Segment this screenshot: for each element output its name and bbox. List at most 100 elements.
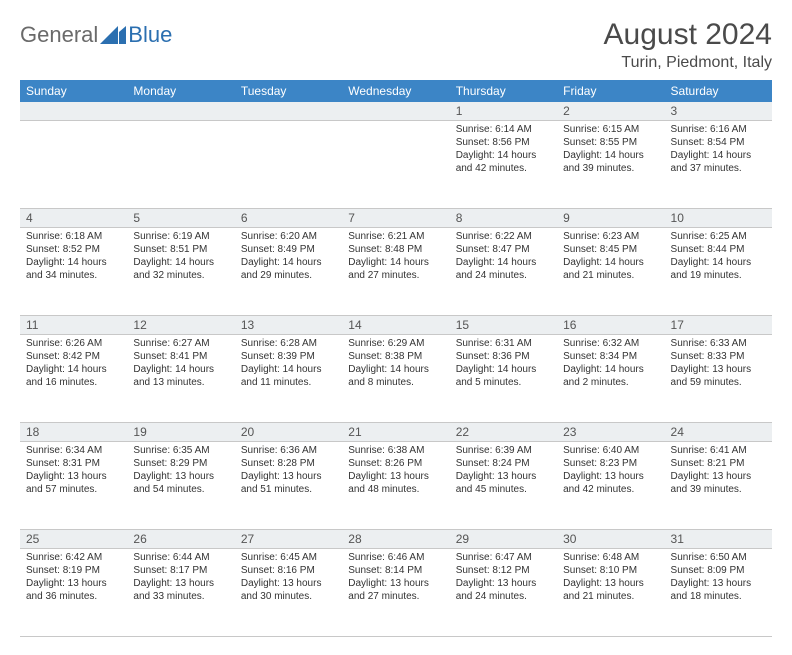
day-cell: Sunrise: 6:25 AMSunset: 8:44 PMDaylight:…: [665, 228, 772, 316]
day-number: 20: [235, 423, 342, 441]
location: Turin, Piedmont, Italy: [604, 54, 772, 72]
sunrise-text: Sunrise: 6:15 AM: [563, 123, 658, 136]
daylight-text: Daylight: 13 hours and 18 minutes.: [671, 577, 766, 603]
daylight-text: Daylight: 14 hours and 13 minutes.: [133, 363, 228, 389]
day-number: 15: [450, 316, 557, 334]
sunset-text: Sunset: 8:34 PM: [563, 350, 658, 363]
daynum-cell: 15: [450, 316, 557, 335]
day-number: 24: [665, 423, 772, 441]
day-cell: Sunrise: 6:18 AMSunset: 8:52 PMDaylight:…: [20, 228, 127, 316]
day-number: 5: [127, 209, 234, 227]
header: General Blue August 2024 Turin, Piedmont…: [20, 18, 772, 72]
day-cell: Sunrise: 6:34 AMSunset: 8:31 PMDaylight:…: [20, 442, 127, 530]
daynum-cell: 27: [235, 530, 342, 549]
daynum-cell: 28: [342, 530, 449, 549]
day-number: 19: [127, 423, 234, 441]
sunrise-text: Sunrise: 6:16 AM: [671, 123, 766, 136]
sunrise-text: Sunrise: 6:38 AM: [348, 444, 443, 457]
day-cell: Sunrise: 6:26 AMSunset: 8:42 PMDaylight:…: [20, 335, 127, 423]
sunset-text: Sunset: 8:21 PM: [671, 457, 766, 470]
daylight-text: Daylight: 13 hours and 39 minutes.: [671, 470, 766, 496]
day-info: Sunrise: 6:26 AMSunset: 8:42 PMDaylight:…: [20, 335, 127, 393]
daylight-text: Daylight: 13 hours and 33 minutes.: [133, 577, 228, 603]
day-info: Sunrise: 6:46 AMSunset: 8:14 PMDaylight:…: [342, 549, 449, 607]
daylight-text: Daylight: 14 hours and 5 minutes.: [456, 363, 551, 389]
daylight-text: Daylight: 14 hours and 27 minutes.: [348, 256, 443, 282]
sunset-text: Sunset: 8:56 PM: [456, 136, 551, 149]
sunset-text: Sunset: 8:10 PM: [563, 564, 658, 577]
sunrise-text: Sunrise: 6:44 AM: [133, 551, 228, 564]
daylight-text: Daylight: 13 hours and 27 minutes.: [348, 577, 443, 603]
day-number: [127, 102, 234, 120]
sunset-text: Sunset: 8:52 PM: [26, 243, 121, 256]
day-info: Sunrise: 6:34 AMSunset: 8:31 PMDaylight:…: [20, 442, 127, 500]
day-info: Sunrise: 6:28 AMSunset: 8:39 PMDaylight:…: [235, 335, 342, 393]
daylight-text: Daylight: 14 hours and 24 minutes.: [456, 256, 551, 282]
day-cell: Sunrise: 6:19 AMSunset: 8:51 PMDaylight:…: [127, 228, 234, 316]
week-row: Sunrise: 6:14 AMSunset: 8:56 PM Daylight:…: [20, 121, 772, 209]
sunrise-text: Sunrise: 6:14 AM: [456, 123, 551, 136]
weekday-header-row: Sunday Monday Tuesday Wednesday Thursday…: [20, 80, 772, 102]
sunrise-text: Sunrise: 6:19 AM: [133, 230, 228, 243]
day-number: [342, 102, 449, 120]
sunset-text: Sunset: 8:24 PM: [456, 457, 551, 470]
daynum-cell: 8: [450, 209, 557, 228]
weekday-header: Tuesday: [235, 80, 342, 102]
day-number: 11: [20, 316, 127, 334]
sunset-text: Sunset: 8:48 PM: [348, 243, 443, 256]
day-info: Sunrise: 6:48 AMSunset: 8:10 PMDaylight:…: [557, 549, 664, 607]
day-info: Sunrise: 6:35 AMSunset: 8:29 PMDaylight:…: [127, 442, 234, 500]
day-number: 7: [342, 209, 449, 227]
week-row: Sunrise: 6:34 AMSunset: 8:31 PMDaylight:…: [20, 442, 772, 530]
daynum-cell: 31: [665, 530, 772, 549]
daynum-cell: 22: [450, 423, 557, 442]
day-number: [235, 102, 342, 120]
day-cell: Sunrise: 6:35 AMSunset: 8:29 PMDaylight:…: [127, 442, 234, 530]
sunset-text: Sunset: 8:49 PM: [241, 243, 336, 256]
day-number: 21: [342, 423, 449, 441]
sunrise-text: Sunrise: 6:31 AM: [456, 337, 551, 350]
daynum-cell: 13: [235, 316, 342, 335]
sunrise-text: Sunrise: 6:46 AM: [348, 551, 443, 564]
day-number: 9: [557, 209, 664, 227]
day-info: Sunrise: 6:40 AMSunset: 8:23 PMDaylight:…: [557, 442, 664, 500]
day-cell: [20, 121, 127, 209]
day-number: 23: [557, 423, 664, 441]
day-number: 3: [665, 102, 772, 120]
day-number: 22: [450, 423, 557, 441]
sunset-text: Sunset: 8:12 PM: [456, 564, 551, 577]
daynum-cell: 23: [557, 423, 664, 442]
sunset-text: Sunset: 8:44 PM: [671, 243, 766, 256]
sunrise-text: Sunrise: 6:45 AM: [241, 551, 336, 564]
month-title: August 2024: [604, 18, 772, 52]
day-cell: Sunrise: 6:32 AMSunset: 8:34 PMDaylight:…: [557, 335, 664, 423]
day-cell: Sunrise: 6:15 AMSunset: 8:55 PMDaylight:…: [557, 121, 664, 209]
daynum-row: 18192021222324: [20, 423, 772, 442]
sunrise-text: Sunrise: 6:28 AM: [241, 337, 336, 350]
sunset-text: Sunset: 8:38 PM: [348, 350, 443, 363]
day-info: Sunrise: 6:42 AMSunset: 8:19 PMDaylight:…: [20, 549, 127, 607]
day-info: Sunrise: 6:50 AMSunset: 8:09 PMDaylight:…: [665, 549, 772, 607]
day-number: 18: [20, 423, 127, 441]
sunrise-text: Sunrise: 6:20 AM: [241, 230, 336, 243]
day-cell: Sunrise: 6:40 AMSunset: 8:23 PMDaylight:…: [557, 442, 664, 530]
day-cell: Sunrise: 6:42 AMSunset: 8:19 PMDaylight:…: [20, 549, 127, 637]
logo: General Blue: [20, 18, 172, 48]
sunset-text: Sunset: 8:51 PM: [133, 243, 228, 256]
sunrise-text: Sunrise: 6:18 AM: [26, 230, 121, 243]
daylight-text: Daylight: 14 hours and 39 minutes.: [563, 149, 658, 175]
day-info: Sunrise: 6:38 AMSunset: 8:26 PMDaylight:…: [342, 442, 449, 500]
day-cell: Sunrise: 6:16 AMSunset: 8:54 PMDaylight:…: [665, 121, 772, 209]
daylight-text: Daylight: 13 hours and 48 minutes.: [348, 470, 443, 496]
sunset-text: Sunset: 8:42 PM: [26, 350, 121, 363]
day-info: Sunrise: 6:29 AMSunset: 8:38 PMDaylight:…: [342, 335, 449, 393]
sunset-text: Sunset: 8:45 PM: [563, 243, 658, 256]
sunrise-text: Sunrise: 6:39 AM: [456, 444, 551, 457]
day-info: Sunrise: 6:21 AMSunset: 8:48 PMDaylight:…: [342, 228, 449, 286]
weekday-header: Sunday: [20, 80, 127, 102]
day-number: 12: [127, 316, 234, 334]
daynum-cell: 29: [450, 530, 557, 549]
sunrise-text: Sunrise: 6:40 AM: [563, 444, 658, 457]
daynum-cell: [342, 102, 449, 121]
daynum-cell: 3: [665, 102, 772, 121]
